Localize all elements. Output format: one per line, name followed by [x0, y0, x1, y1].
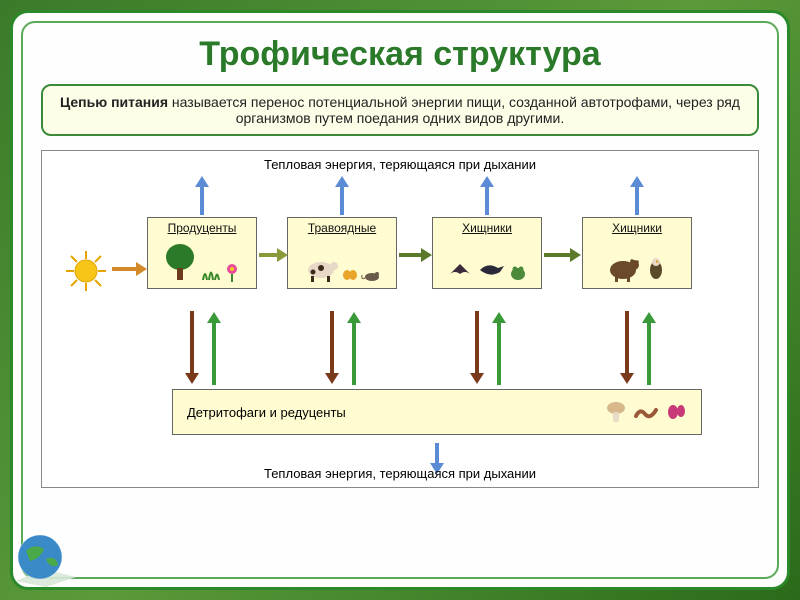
bear-icon	[607, 254, 641, 282]
heat-loss-bottom-label: Тепловая энергия, теряющаяся при дыхании	[42, 466, 758, 481]
detritivores-box: Детритофаги и редуценты	[172, 389, 702, 435]
producers-label: Продуценты	[152, 221, 252, 235]
arrow-up-producers	[212, 323, 216, 385]
flower-icon	[223, 262, 241, 282]
level-producers: Продуценты	[147, 217, 257, 289]
arrow-pred1-pred2	[544, 253, 570, 257]
frog-icon	[509, 262, 527, 282]
arrow-sun-producers	[112, 267, 136, 271]
page-title: Трофическая структура	[41, 35, 759, 74]
predators2-label: Хищники	[587, 221, 687, 235]
sun-icon	[64, 249, 108, 298]
mouse-icon	[361, 268, 381, 282]
heat-loss-top-label: Тепловая энергия, теряющаяся при дыхании	[42, 157, 758, 172]
cow-icon	[303, 256, 339, 282]
herbivores-label: Травоядные	[292, 221, 392, 235]
definition-term: Цепью питания	[60, 94, 168, 110]
arrow-herb-pred1	[399, 253, 421, 257]
arrow-up-predators1	[497, 323, 501, 385]
arrow-prod-herb	[259, 253, 277, 257]
detritivores-label: Детритофаги и редуценты	[187, 405, 346, 420]
level-predators2: Хищники	[582, 217, 692, 289]
food-chain-diagram: Тепловая энергия, теряющаяся при дыхании	[41, 150, 759, 488]
arrow-down-predators1	[475, 311, 479, 373]
arrow-down-herbivores	[330, 311, 334, 373]
definition-box: Цепью питания называется перенос потенци…	[41, 84, 759, 136]
level-herbivores: Травоядные	[287, 217, 397, 289]
arrow-down-producers	[190, 311, 194, 373]
bat-icon	[447, 260, 473, 282]
tree-icon	[163, 242, 197, 282]
worm-icon	[633, 402, 659, 422]
definition-text: называется перенос потенциальной энергии…	[168, 94, 740, 126]
heat-arrow-predators1	[485, 187, 489, 215]
bird-icon	[476, 260, 506, 282]
heat-arrow-predators2	[635, 187, 639, 215]
heat-arrow-producers	[200, 187, 204, 215]
mushroom-icon	[605, 400, 627, 424]
arrow-up-predators2	[647, 323, 651, 385]
heat-arrow-detritivores	[435, 443, 439, 463]
level-predators1: Хищники	[432, 217, 542, 289]
grass-icon	[200, 260, 220, 282]
globe-icon	[6, 509, 86, 594]
predators1-label: Хищники	[437, 221, 537, 235]
butterfly-icon	[342, 268, 358, 282]
bacteria-icon	[665, 403, 687, 421]
eagle-icon	[644, 256, 668, 282]
arrow-down-predators2	[625, 311, 629, 373]
arrow-up-herbivores	[352, 323, 356, 385]
heat-arrow-herbivores	[340, 187, 344, 215]
